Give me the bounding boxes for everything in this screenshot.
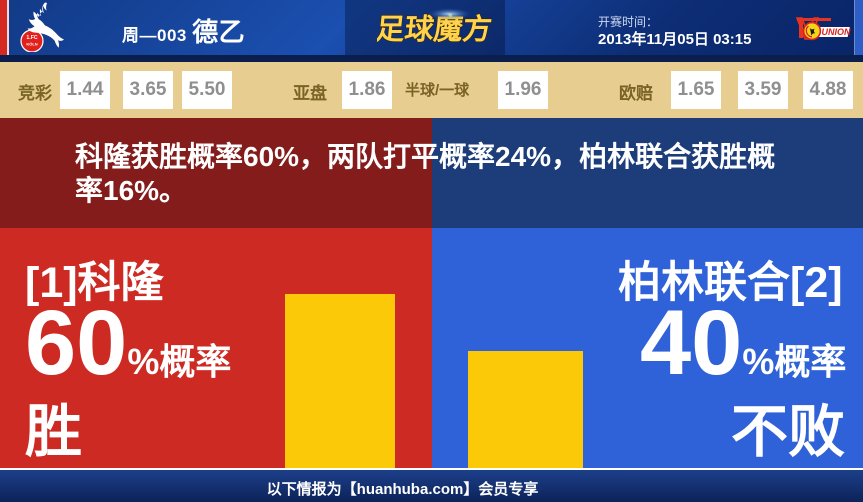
svg-text:KÖLN: KÖLN [26, 42, 37, 47]
svg-text:UNION: UNION [822, 27, 852, 37]
svg-text:1.FC: 1.FC [26, 35, 37, 41]
